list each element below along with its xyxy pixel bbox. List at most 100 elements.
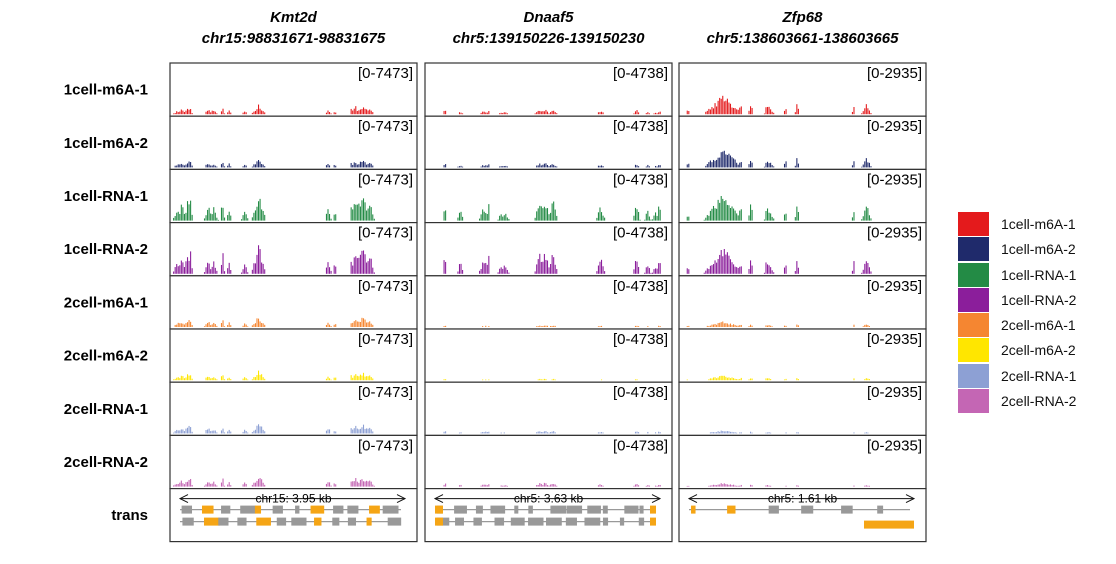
signal-bar xyxy=(176,429,178,434)
signal-bar xyxy=(659,263,661,274)
signal-bar xyxy=(750,431,752,434)
signal-bar xyxy=(551,484,553,487)
legend-label: 1cell-RNA-1 xyxy=(1001,266,1077,283)
signal-bar xyxy=(554,209,556,221)
signal-bar xyxy=(222,375,224,381)
exon xyxy=(528,505,533,514)
signal-bar xyxy=(177,430,179,434)
signal-bar xyxy=(712,432,715,434)
track-panel: [0-4738] xyxy=(424,275,673,330)
signal-bar xyxy=(482,484,484,487)
signal-bar xyxy=(545,431,547,434)
signal-bar xyxy=(720,196,722,221)
signal-bar xyxy=(853,432,855,434)
signal-bar xyxy=(210,213,212,221)
signal-bar xyxy=(739,266,741,274)
signal-bar xyxy=(488,379,490,381)
signal-bar xyxy=(865,158,867,168)
signal-bar xyxy=(733,208,735,221)
exon xyxy=(587,505,601,514)
signal-bar xyxy=(748,215,750,221)
signal-bar xyxy=(497,272,499,274)
signal-bar xyxy=(369,375,371,381)
signal-bar xyxy=(638,211,640,221)
signal-bar xyxy=(545,483,547,487)
signal-bar xyxy=(353,428,355,434)
legend-swatch xyxy=(958,212,989,236)
signal-bar xyxy=(485,325,487,327)
signal-bar xyxy=(369,258,371,274)
signal-bar xyxy=(186,163,189,168)
signal-bar xyxy=(733,158,735,168)
signal-bar xyxy=(353,481,355,487)
signal-bar xyxy=(766,106,769,115)
signal-bar xyxy=(179,430,181,434)
signal-bar xyxy=(445,483,447,487)
signal-bar xyxy=(548,113,550,115)
signal-bar xyxy=(222,207,224,221)
signal-bar xyxy=(739,485,741,487)
signal-bar xyxy=(350,207,352,221)
signal-bar xyxy=(725,484,727,487)
signal-bar xyxy=(740,432,742,434)
signal-bar xyxy=(180,163,182,168)
signal-bar xyxy=(485,484,487,487)
locus-Kmt2d: chr15:98831671-98831675 xyxy=(202,30,386,47)
signal-bar xyxy=(177,377,179,381)
signal-bar xyxy=(543,111,545,115)
exon xyxy=(347,517,357,526)
signal-bar xyxy=(242,112,244,115)
signal-bar xyxy=(261,479,263,487)
signal-bar xyxy=(765,378,767,381)
signal-bar xyxy=(748,268,750,274)
signal-bar xyxy=(722,375,724,381)
signal-bar xyxy=(870,166,872,168)
signal-bar xyxy=(359,374,361,381)
signal-bar xyxy=(740,377,742,381)
signal-bar xyxy=(213,110,215,115)
signal-bar xyxy=(734,108,736,115)
signal-bar xyxy=(362,372,365,381)
signal-bar xyxy=(362,424,365,434)
signal-bar xyxy=(545,163,547,168)
signal-bar xyxy=(688,485,690,487)
panel-frame xyxy=(424,434,673,490)
signal-bar xyxy=(794,165,796,168)
signal-bar xyxy=(251,112,253,115)
signal-bar xyxy=(176,212,178,221)
signal-bar xyxy=(717,377,719,381)
signal-bar xyxy=(214,430,216,434)
signal-bar xyxy=(259,321,261,327)
signal-bar xyxy=(177,211,179,221)
signal-bar xyxy=(216,485,218,487)
signal-bar xyxy=(714,432,716,434)
signal-bar xyxy=(214,111,216,115)
panel-frame xyxy=(678,328,927,383)
signal-bar xyxy=(736,485,738,487)
signal-bar xyxy=(864,263,866,274)
signal-bar xyxy=(765,432,767,434)
signal-bar xyxy=(325,213,327,221)
signal-bar xyxy=(785,325,787,327)
signal-bar xyxy=(183,165,185,168)
signal-bar xyxy=(364,202,366,221)
exon xyxy=(638,517,645,526)
exon xyxy=(565,517,577,526)
signal-bar xyxy=(785,109,787,115)
signal-bar xyxy=(356,321,358,327)
signal-bar xyxy=(373,272,375,274)
signal-bar xyxy=(602,266,604,274)
signal-bar xyxy=(726,431,728,434)
signal-bar xyxy=(254,263,256,274)
signal-bar xyxy=(725,154,727,168)
signal-bar xyxy=(356,258,358,274)
signal-bar xyxy=(853,324,855,327)
signal-bar xyxy=(770,379,772,381)
scale-label: chr15: 3.95 kb xyxy=(255,492,331,506)
signal-bar xyxy=(500,112,502,115)
signal-bar xyxy=(644,272,646,274)
signal-bar xyxy=(686,326,688,327)
exon xyxy=(602,505,608,514)
signal-bar xyxy=(717,199,719,221)
signal-bar xyxy=(658,325,660,327)
